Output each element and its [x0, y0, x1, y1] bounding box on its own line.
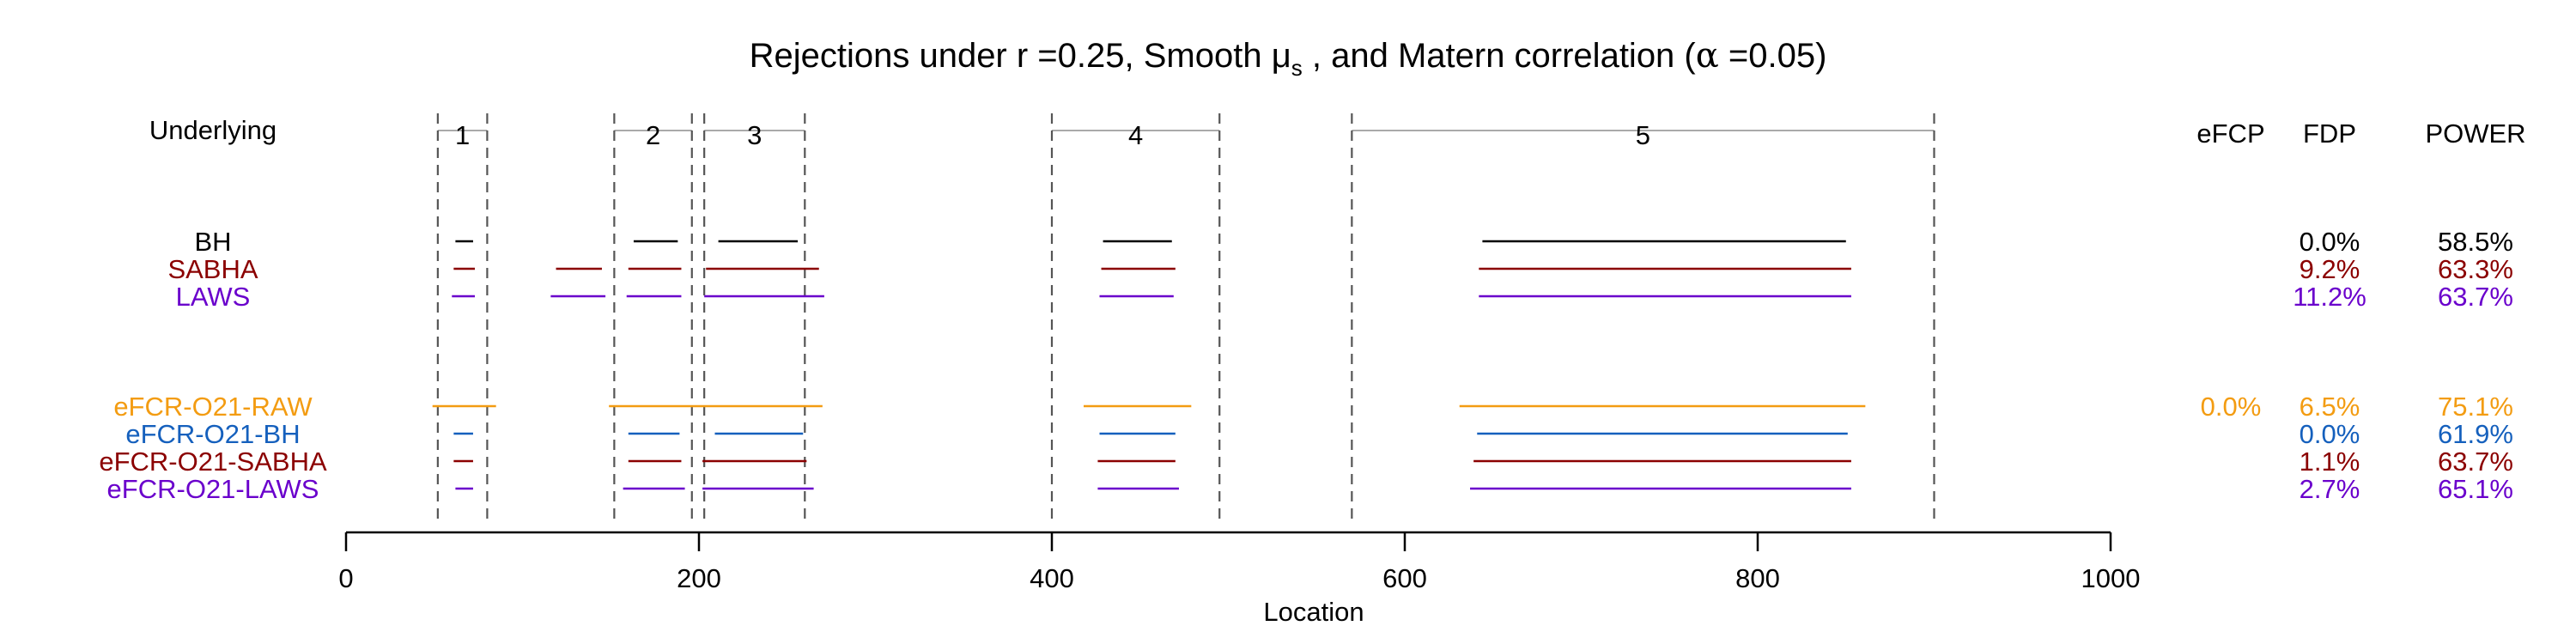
underlying-region-label: 4: [1128, 120, 1143, 150]
method-label: eFCR-O21-LAWS: [107, 474, 319, 504]
x-axis-label: Location: [1263, 597, 1364, 627]
efcp-value: 0.0%: [2201, 392, 2262, 422]
fdp-value: 6.5%: [2300, 392, 2360, 422]
power-value: 63.7%: [2438, 447, 2513, 477]
method-stats: 0.0% 58.5%9.2% 63.3%11.2% 63.7%0.0% 6.5% 75.1…: [2201, 227, 2513, 504]
x-tick-label: 0: [338, 563, 353, 593]
power-value: 58.5%: [2438, 227, 2513, 257]
method-label: eFCR-O21-SABHA: [99, 447, 327, 477]
fdp-value: 1.1%: [2300, 447, 2360, 477]
underlying-region-label: 2: [646, 120, 660, 150]
fdp-value: 0.0%: [2300, 419, 2360, 449]
chart-title-main: Rejections under r =0.25, Smooth μ: [750, 37, 1291, 75]
method-intervals: [432, 240, 1866, 490]
underlying-region-label: 5: [1636, 120, 1650, 150]
fdp-value: 11.2%: [2293, 282, 2366, 312]
chart-title-alpha-value: =0.05): [1719, 37, 1827, 75]
x-tick-label: 1000: [2081, 563, 2141, 593]
power-value: 75.1%: [2438, 392, 2513, 422]
chart-title-subscript: s: [1291, 55, 1303, 81]
fdp-value: 9.2%: [2300, 254, 2360, 284]
power-header: POWER: [2425, 118, 2525, 149]
x-axis: 0 200 400 600 800 1000: [338, 531, 2141, 593]
power-value: 63.7%: [2438, 282, 2513, 312]
chart-title-tail: , and Matern correlation (: [1303, 37, 1697, 75]
x-tick-label: 600: [1382, 563, 1427, 593]
method-label: eFCR-O21-BH: [125, 419, 300, 449]
underlying-label: Underlying: [149, 115, 276, 145]
underlying-region-label: 3: [747, 120, 762, 150]
x-tick-label: 200: [677, 563, 721, 593]
fdp-header: FDP: [2303, 118, 2356, 149]
efcp-header: eFCP: [2196, 118, 2264, 149]
power-value: 61.9%: [2438, 419, 2513, 449]
method-label: SABHA: [167, 254, 258, 284]
underlying-region-label: 1: [455, 120, 470, 150]
underlying-regions: 1 2 3 4 5: [436, 113, 1935, 519]
method-labels: BHSABHALAWSeFCR-O21-RAWeFCR-O21-BHeFCR-O…: [99, 227, 327, 504]
fdp-value: 2.7%: [2300, 474, 2360, 504]
fdp-value: 0.0%: [2300, 227, 2360, 257]
chart-title: Rejections under r =0.25, Smooth μs , an…: [750, 36, 1827, 81]
power-value: 63.3%: [2438, 254, 2513, 284]
method-label: eFCR-O21-RAW: [113, 392, 313, 422]
x-tick-label: 800: [1735, 563, 1780, 593]
x-tick-label: 400: [1030, 563, 1074, 593]
chart-title-alpha: α: [1696, 36, 1719, 76]
power-value: 65.1%: [2438, 474, 2513, 504]
method-label: BH: [194, 227, 231, 257]
method-label: LAWS: [176, 282, 251, 312]
